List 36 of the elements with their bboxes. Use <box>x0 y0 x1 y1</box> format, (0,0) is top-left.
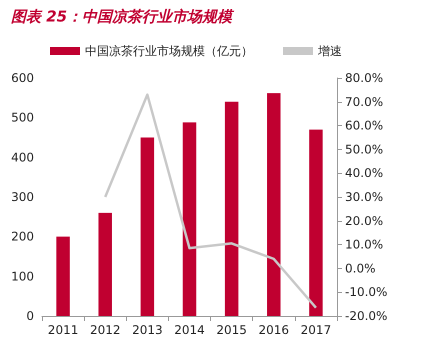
y2-tick-label: 80.0% <box>345 71 384 85</box>
x-tick-label: 2012 <box>90 323 120 337</box>
y2-tick-label: 0.0% <box>345 261 376 276</box>
y2-tick-label: -20.0% <box>345 309 388 323</box>
chart-title: 图表 25：中国凉茶行业市场规模 <box>11 8 236 26</box>
y-tick-label: 100 <box>11 269 34 284</box>
bar <box>140 138 154 316</box>
legend-label: 中国凉茶行业市场规模（亿元） <box>85 44 253 58</box>
y2-tick-label: 50.0% <box>345 142 384 156</box>
y2-tick-label: 70.0% <box>345 94 384 109</box>
y2-tick-label: 20.0% <box>345 214 384 228</box>
bar <box>224 102 238 316</box>
bar <box>309 130 323 316</box>
line-series <box>104 93 318 309</box>
x-tick-label: 2016 <box>258 323 290 337</box>
x-tick-label: 2014 <box>174 323 205 337</box>
bar <box>267 93 281 316</box>
x-tick-label: 2011 <box>48 323 78 337</box>
y2-tick-label: 30.0% <box>345 190 384 204</box>
y-tick-label: 300 <box>11 190 34 204</box>
y-tick-label: 0 <box>26 309 34 323</box>
y-tick-label: 200 <box>11 230 34 244</box>
y2-tick-label: 40.0% <box>345 166 384 180</box>
y-tick-label: 400 <box>11 150 34 164</box>
y2-tick-label: 60.0% <box>345 118 384 133</box>
legend-label: 增速 <box>317 44 342 58</box>
bar <box>56 236 70 316</box>
x-tick-label: 2017 <box>300 323 332 337</box>
y-tick-label: 600 <box>11 71 34 85</box>
x-tick-label: 2015 <box>216 323 247 337</box>
y-tick-label: 500 <box>11 110 34 125</box>
y2-tick-label: 10.0% <box>345 238 384 252</box>
bar <box>182 122 196 316</box>
y2-tick-label: -10.0% <box>345 285 388 300</box>
bar <box>98 212 112 316</box>
x-tick-label: 2013 <box>132 323 163 337</box>
